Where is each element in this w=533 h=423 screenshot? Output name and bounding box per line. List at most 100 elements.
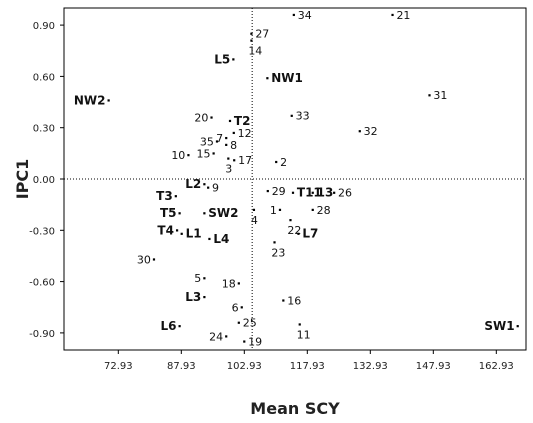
point-label: 11 [297, 328, 311, 341]
point-marker [243, 340, 246, 343]
data-point-34: 34 [292, 9, 312, 22]
point-marker [178, 325, 181, 328]
reference-lines [64, 8, 526, 350]
y-axis-ticks: 0.90 0.60 0.30 0.00 -0.30 -0.60 -0.90 [29, 21, 64, 340]
data-point-27: 27 [250, 28, 269, 41]
point-marker [358, 130, 361, 133]
point-label: 3 [225, 162, 232, 175]
y-tick-label: 0.30 [33, 124, 55, 135]
data-point-25: 25 [237, 317, 257, 330]
data-point-30: 30 [137, 253, 156, 266]
point-marker [237, 321, 240, 324]
point-marker [266, 189, 269, 193]
point-label: T5 [160, 206, 177, 220]
data-point-4: 4 [251, 208, 258, 227]
point-label: 17 [238, 154, 252, 167]
point-marker [208, 237, 211, 241]
data-point-9: 9 [207, 182, 219, 195]
point-marker [290, 114, 293, 117]
data-point-32: 32 [358, 125, 378, 138]
point-marker [289, 219, 292, 222]
point-label: NW2 [74, 93, 106, 107]
point-label: T3 [156, 189, 173, 203]
point-marker [228, 119, 232, 123]
data-point-3: 3 [225, 157, 232, 175]
data-point-l7: L7 [297, 227, 318, 241]
data-point-1: 1 [270, 204, 282, 217]
data-point-8: 8 [225, 139, 237, 152]
point-label: 24 [209, 330, 223, 343]
data-point-13: 13 [311, 186, 333, 200]
point-label: 5 [194, 272, 201, 285]
point-marker [252, 208, 256, 211]
point-marker [278, 208, 282, 211]
data-point-21: 21 [391, 9, 410, 22]
data-point-29: 29 [266, 185, 286, 198]
y-tick-label: 0.60 [33, 72, 55, 83]
point-label: 35 [200, 135, 214, 148]
data-point-t2: T2 [228, 114, 251, 128]
point-marker [232, 58, 235, 61]
point-marker [210, 116, 213, 119]
point-marker [215, 140, 219, 143]
data-point-t11: T11 [291, 186, 322, 200]
point-label: 9 [212, 182, 219, 195]
point-marker [298, 323, 301, 326]
data-point-16: 16 [282, 294, 301, 307]
point-label: 10 [171, 149, 185, 162]
point-label: 18 [222, 277, 236, 290]
point-marker [107, 99, 110, 102]
point-label: 22 [287, 224, 301, 237]
data-point-5: 5 [194, 272, 206, 285]
point-marker [282, 299, 285, 302]
point-label: T2 [234, 114, 251, 128]
data-point-sw1: SW1 [484, 319, 519, 333]
point-marker [203, 183, 206, 186]
point-label: L4 [213, 232, 229, 246]
point-label: 15 [197, 147, 211, 160]
data-point-l1: L1 [180, 227, 202, 241]
x-axis-ticks: 72.93 87.93 102.93 117.93 132.93 147.93 162.93 [104, 350, 514, 372]
point-marker [175, 229, 179, 232]
data-point-24: 24 [209, 330, 228, 343]
x-tick-label: 147.93 [416, 361, 451, 372]
point-label: SW1 [484, 319, 514, 333]
point-marker [227, 157, 230, 160]
point-label: L1 [186, 227, 202, 241]
point-label: L5 [214, 52, 230, 66]
x-tick-label: 132.93 [353, 361, 388, 372]
point-label: L2 [185, 177, 201, 191]
data-point-l3: L3 [185, 290, 206, 304]
data-point-t5: T5 [160, 206, 181, 220]
y-tick-label: 0.00 [33, 175, 55, 186]
point-marker [311, 191, 314, 194]
point-marker [225, 335, 228, 338]
data-point-l6: L6 [161, 319, 181, 333]
point-marker [225, 143, 228, 146]
point-label: 25 [243, 317, 257, 330]
point-marker [152, 258, 156, 261]
data-point-nw1: NW1 [266, 71, 303, 85]
point-label: 2 [280, 156, 287, 169]
data-point-20: 20 [194, 111, 213, 124]
point-label: SW2 [208, 206, 238, 220]
point-label: 4 [251, 214, 258, 227]
point-label: 33 [296, 110, 310, 123]
data-point-nw2: NW2 [74, 93, 110, 107]
point-marker [203, 212, 206, 215]
point-marker [207, 186, 210, 189]
point-marker [292, 13, 295, 17]
point-label: 34 [298, 9, 312, 22]
point-label: 8 [230, 139, 237, 152]
data-point-18: 18 [222, 277, 240, 290]
point-marker [225, 136, 228, 140]
point-label: L6 [161, 319, 177, 333]
point-marker [250, 32, 253, 35]
point-label: 21 [396, 9, 410, 22]
point-label: 1 [270, 204, 277, 217]
point-marker [311, 208, 314, 211]
data-point-17: 17 [233, 154, 252, 167]
point-marker [240, 306, 243, 309]
